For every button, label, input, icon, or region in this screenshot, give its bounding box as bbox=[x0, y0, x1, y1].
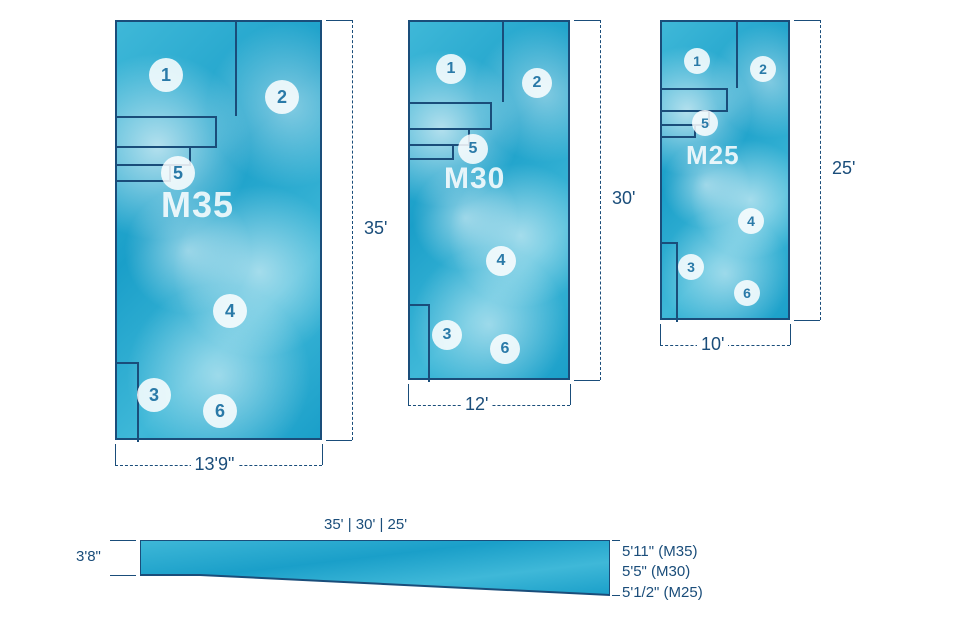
pool-step-line bbox=[117, 146, 217, 148]
pool-step-line bbox=[410, 128, 492, 130]
pool-m25: M25 1 2 5 4 3 6 bbox=[660, 20, 790, 320]
pool-marker-6: 6 bbox=[490, 334, 520, 364]
pool-marker-4: 4 bbox=[213, 294, 247, 328]
dim-label-height-m35: 35' bbox=[360, 218, 391, 239]
pool-step-line bbox=[662, 88, 728, 90]
pool-marker-1: 1 bbox=[149, 58, 183, 92]
dim-tick bbox=[612, 540, 620, 541]
dim-label-width-m25: 10' bbox=[697, 334, 728, 355]
pool-marker-6: 6 bbox=[734, 280, 760, 306]
pool-profile bbox=[140, 540, 610, 610]
pool-m30: M30 1 2 5 4 36 bbox=[408, 20, 570, 380]
dim-tick bbox=[660, 324, 661, 345]
pool-step-line bbox=[662, 136, 696, 138]
profile-shallow-depth: 3'8" bbox=[72, 548, 105, 565]
dim-tick bbox=[110, 540, 136, 541]
pool-marker-4: 4 bbox=[486, 246, 516, 276]
pool-step-line bbox=[662, 110, 728, 112]
dim-tick bbox=[322, 444, 323, 465]
pool-marker-3: 3 bbox=[137, 378, 171, 412]
pool-marker-6: 6 bbox=[203, 394, 237, 428]
pool-marker-2: 2 bbox=[522, 68, 552, 98]
dim-tick bbox=[326, 440, 352, 441]
pool-step-line bbox=[410, 158, 454, 160]
dim-tick bbox=[790, 324, 791, 345]
dim-tick bbox=[794, 20, 820, 21]
pool-step-line bbox=[410, 102, 492, 104]
pool-marker-1: 1 bbox=[684, 48, 710, 74]
dim-tick bbox=[574, 20, 600, 21]
pool-step-line bbox=[117, 116, 217, 118]
pool-step-line bbox=[428, 304, 430, 382]
pool-marker-3: 3 bbox=[432, 320, 462, 350]
dim-line-height-m25 bbox=[820, 20, 821, 320]
pool-title-m25: M25 bbox=[686, 140, 740, 171]
dim-label-width-m30: 12' bbox=[461, 394, 492, 415]
dim-tick bbox=[574, 380, 600, 381]
profile-length-label: 35' | 30' | 25' bbox=[320, 516, 411, 533]
pool-m35: M35 1 2 5 4 36 bbox=[115, 20, 322, 440]
dim-line-height-m30 bbox=[600, 20, 601, 380]
pool-marker-4: 4 bbox=[738, 208, 764, 234]
dim-tick bbox=[326, 20, 352, 21]
pool-step-line bbox=[410, 304, 430, 306]
pool-marker-5: 5 bbox=[161, 156, 195, 190]
pool-step-line bbox=[502, 22, 504, 102]
dim-label-width-m35: 13'9" bbox=[191, 454, 239, 475]
dim-label-height-m25: 25' bbox=[828, 158, 859, 179]
pool-title-m30: M30 bbox=[444, 162, 505, 196]
pool-step-line bbox=[452, 144, 454, 160]
pool-marker-2: 2 bbox=[265, 80, 299, 114]
dim-tick bbox=[110, 575, 136, 576]
pool-marker-3: 3 bbox=[678, 254, 704, 280]
pool-title-m35: M35 bbox=[161, 184, 234, 226]
pool-step-line bbox=[726, 88, 728, 110]
pool-step-line bbox=[117, 362, 139, 364]
dim-tick bbox=[794, 320, 820, 321]
dim-tick bbox=[408, 384, 409, 405]
pool-marker-1: 1 bbox=[436, 54, 466, 84]
pool-step-line bbox=[736, 22, 738, 88]
pool-marker-5: 5 bbox=[458, 134, 488, 164]
dim-tick bbox=[612, 595, 620, 596]
dim-label-height-m30: 30' bbox=[608, 188, 639, 209]
pool-step-line bbox=[676, 242, 678, 322]
dim-tick bbox=[115, 444, 116, 465]
dim-tick bbox=[570, 384, 571, 405]
dim-line-height-m35 bbox=[352, 20, 353, 440]
pool-step-line bbox=[215, 116, 217, 146]
pool-step-line bbox=[490, 102, 492, 128]
pool-marker-2: 2 bbox=[750, 56, 776, 82]
profile-deep-depths: 5'11" (M35)5'5" (M30)5'1/2" (M25) bbox=[622, 542, 703, 603]
pool-step-line bbox=[235, 22, 237, 116]
pool-marker-5: 5 bbox=[692, 110, 718, 136]
